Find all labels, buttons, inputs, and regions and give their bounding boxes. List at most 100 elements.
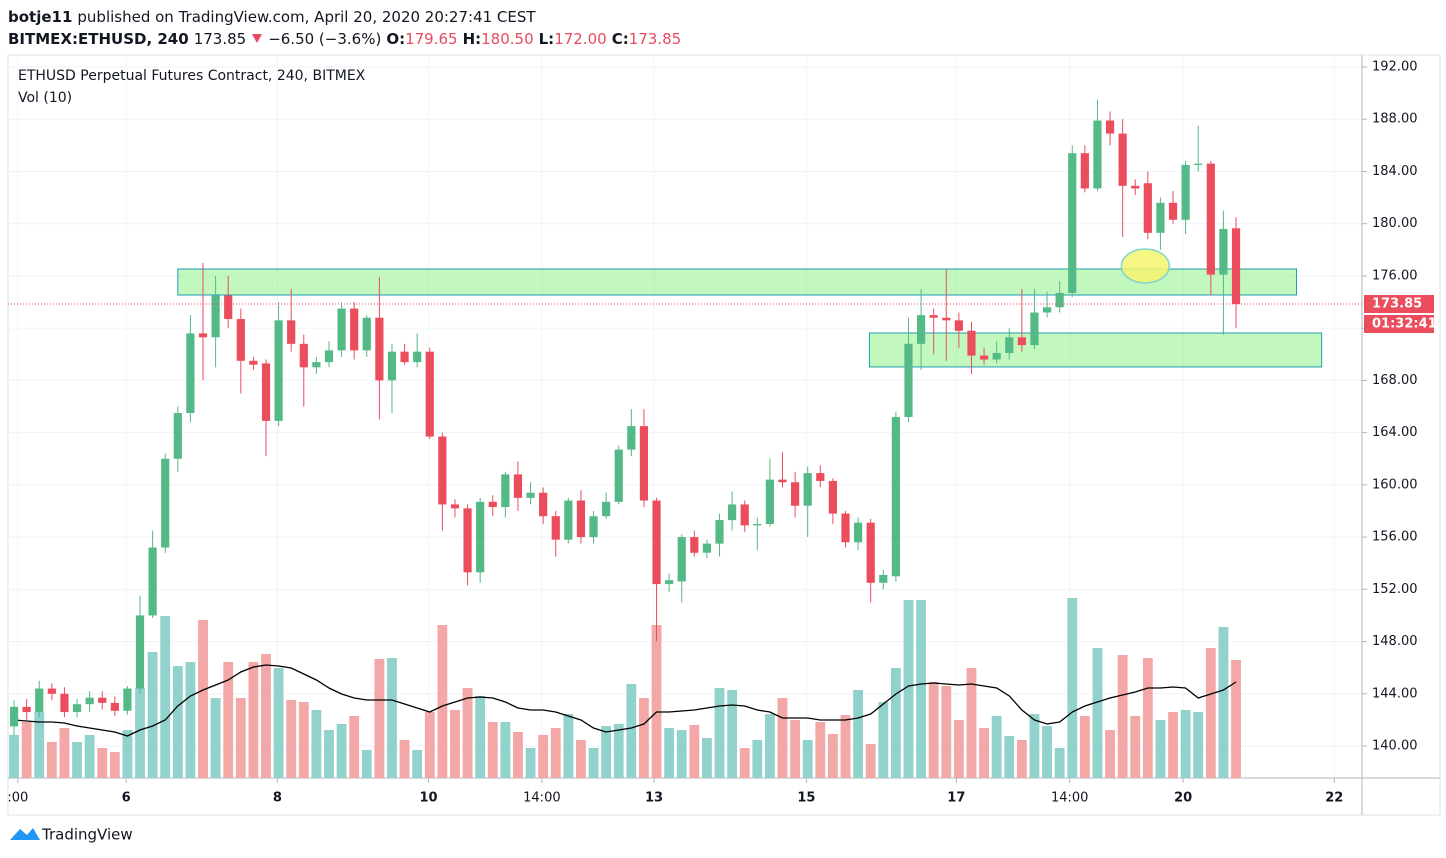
candle-body [1143, 183, 1152, 233]
candle-body [690, 537, 699, 553]
volume-bar [1193, 712, 1204, 778]
candle-body [551, 516, 560, 540]
x-tick-label: 15 [797, 791, 815, 806]
candle-body [942, 317, 951, 321]
candle-body [9, 706, 19, 727]
volume-bar [374, 659, 385, 778]
candle-body [35, 688, 44, 713]
volume-bar [865, 744, 876, 778]
y-tick-label: 176.00 [1372, 268, 1418, 283]
volume-bar [261, 654, 271, 778]
candle-body [1042, 307, 1052, 313]
volume-bar [336, 724, 347, 778]
volume-bar [764, 714, 775, 778]
x-tick-label: 22 [1325, 791, 1343, 806]
candle-body [375, 317, 384, 381]
volume-bar [513, 732, 523, 778]
volume-bar [790, 720, 801, 778]
volume-bar [853, 690, 864, 778]
ohlc: O:179.65 H:180.50 L:172.00 C:173.85 [381, 30, 681, 48]
candle-body [954, 320, 963, 331]
ohlc-key: L: [538, 30, 555, 48]
candle-body [476, 501, 485, 573]
volume-bar [424, 712, 435, 778]
volume-bar [223, 662, 234, 778]
header: botje11 published on TradingView.com, Apr… [8, 6, 681, 50]
volume-bar [387, 658, 397, 778]
volume-bar [361, 750, 372, 778]
volume-bar [639, 698, 649, 778]
candle-body [627, 426, 636, 450]
candle-body [1093, 120, 1102, 189]
volume-bar [1042, 726, 1052, 778]
candle-body [1156, 202, 1165, 233]
candle-body [1118, 133, 1127, 186]
candle-body [1168, 202, 1178, 220]
candle-body [1017, 337, 1026, 346]
volume-bar [664, 728, 675, 778]
candle-body [816, 473, 825, 481]
volume-bar [966, 668, 977, 778]
indicator-label: Vol (10) [18, 90, 72, 106]
candle-body [639, 426, 649, 501]
volume-bar [1092, 648, 1103, 778]
x-tick-label: 10 [419, 791, 437, 806]
candle-body [72, 704, 82, 713]
volume-bar [651, 625, 662, 778]
candle-body [904, 343, 913, 417]
volume-bar [1180, 710, 1191, 778]
ohlc-value: 173.85 [628, 30, 682, 48]
down-arrow-shape [252, 34, 263, 43]
candle-body [967, 330, 976, 356]
last-price-box [1364, 295, 1434, 314]
candle-body [211, 295, 220, 338]
volume-bar [626, 684, 637, 778]
candle-body [728, 504, 737, 521]
candle-body [1181, 164, 1190, 220]
candle-body [866, 522, 875, 583]
candle-body [312, 362, 321, 368]
candle-body [1105, 120, 1115, 134]
volume-bar [1054, 748, 1065, 778]
logo: TradingView [10, 826, 133, 844]
candle-body [803, 473, 812, 506]
volume-bar [802, 740, 813, 778]
candle-body [387, 351, 397, 381]
volume-bar [739, 748, 750, 778]
volume-bar [122, 730, 133, 778]
candle-body [463, 508, 472, 573]
volume-bar [72, 742, 82, 778]
candle-body [450, 504, 460, 509]
candle-body [526, 492, 535, 498]
candle-body [350, 308, 359, 351]
volume-bar [953, 720, 964, 778]
volume-bar [412, 750, 423, 778]
volume-bar [1079, 716, 1090, 778]
volume-bar [59, 728, 70, 778]
candle-body [198, 333, 208, 338]
candle-body [400, 351, 409, 363]
candle-body [677, 537, 686, 582]
volume-bar [97, 748, 108, 778]
y-tick-label: 164.00 [1372, 425, 1418, 440]
volume-bar [588, 748, 599, 778]
published: published on TradingView.com, April 20, … [77, 8, 536, 26]
volume-bar [550, 728, 561, 778]
candle-body [765, 479, 775, 525]
volume-bar [349, 716, 360, 778]
x-tick-label: :00 [7, 791, 28, 806]
volume-bar [890, 668, 901, 778]
candle-body [249, 360, 258, 365]
candle-body [324, 350, 334, 363]
plot: 140.00 144.00 148.00 152.00 156.00 160.00 164.… [7, 55, 1440, 815]
quote-line: BITMEX:ETHUSD, 240 173.85 −6.50 (−3.6%) O:1… [8, 28, 681, 50]
x-tick-label: 14:00 [523, 791, 560, 806]
candle-body [1055, 292, 1064, 308]
volume-bar [437, 625, 448, 778]
volume-bar [1117, 655, 1128, 778]
volume-bar [462, 688, 473, 778]
ohlc-key: H: [462, 30, 482, 48]
y-tick-label: 160.00 [1372, 477, 1418, 492]
volume-bar [815, 722, 826, 778]
volume-bar [1016, 740, 1027, 778]
